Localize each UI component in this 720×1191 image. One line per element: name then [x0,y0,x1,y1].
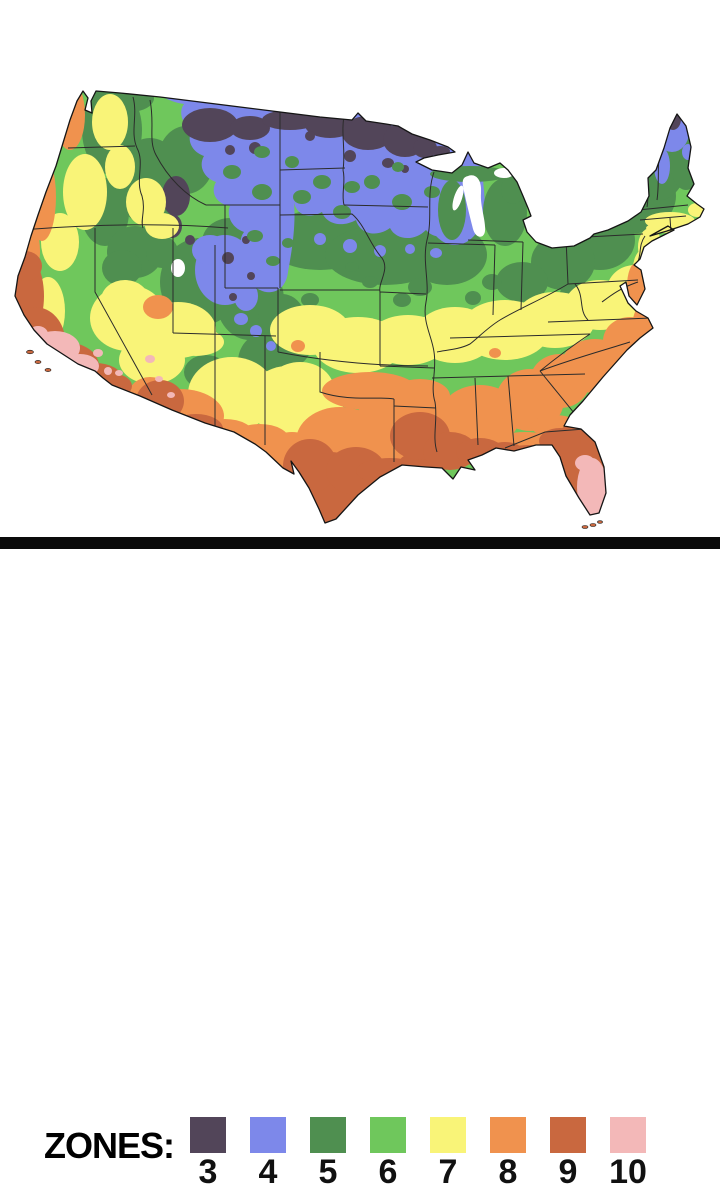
zone-3-label: 3 [198,1153,218,1191]
zone-9-label: 9 [558,1153,578,1191]
zone-10-swatch [610,1117,646,1153]
legend-item-zone-5: 5 [310,1117,346,1189]
zone-6-swatch [370,1117,406,1153]
zone-5-label: 5 [318,1153,338,1191]
map-canvas [14,90,705,529]
zone-7-label: 7 [438,1153,458,1191]
legend-label: ZONES: [44,1125,175,1166]
legend-item-zone-8: 8 [490,1117,526,1189]
offshore-islands [26,349,603,529]
zone-10-label: 10 [609,1153,647,1191]
zone-8-label: 8 [498,1153,518,1191]
zone-5-swatch [310,1117,346,1153]
legend-item-zone-7: 7 [430,1117,466,1189]
zone-4-label: 4 [258,1153,278,1191]
legend-item-zone-6: 6 [370,1117,406,1189]
zone-9-swatch [550,1117,586,1153]
zone-6-label: 6 [378,1153,398,1191]
legend-item-zone-3: 3 [190,1117,226,1189]
legend-item-zone-9: 9 [550,1117,586,1189]
zone-7-swatch [430,1117,466,1153]
zone-3-swatch [190,1117,226,1153]
divider-bar [0,537,720,549]
zone-3-region-maine [665,108,681,130]
great-lakes [171,168,649,277]
zones-legend: ZONES: 3 4 5 6 7 8 9 10 [0,549,720,1189]
zone-8-swatch [490,1117,526,1153]
zone-4-swatch [250,1117,286,1153]
legend-item-zone-10: 10 [609,1117,647,1189]
us-outline [14,90,705,524]
us-hardiness-zone-map [0,0,720,537]
legend-item-zone-4: 4 [250,1117,286,1189]
